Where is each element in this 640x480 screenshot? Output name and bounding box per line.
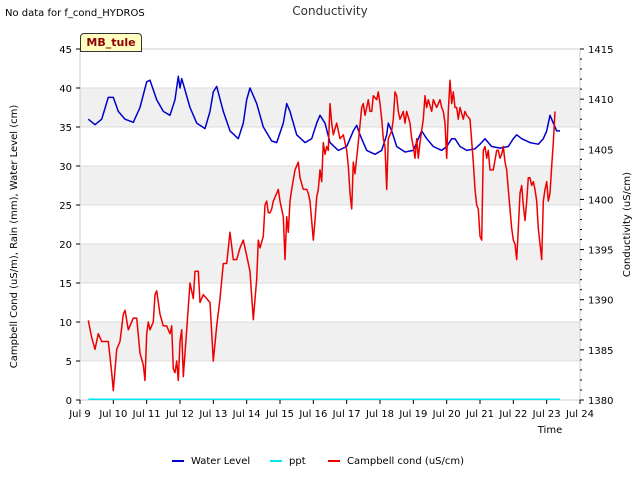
y-tick-label: 10 [59,318,72,329]
y-axis-label-right: Conductivity (uS/cm) [622,172,633,277]
right-tick-label: 1385 [588,346,613,357]
plot-frame [79,48,581,401]
x-tick-label: Jul 19 [398,409,427,420]
site-badge: MB_tule [80,33,142,52]
y-tick-label: 35 [59,123,72,134]
y-tick-label: 30 [59,162,72,173]
right-tick-label: 1410 [588,95,613,106]
y-tick-label: 0 [66,396,72,407]
right-tick-label: 1395 [588,246,613,257]
legend-label: Campbell cond (uS/cm) [347,456,464,467]
series-line-0 [87,75,560,156]
right-tick-label: 1415 [588,45,613,56]
series-line-2 [87,79,556,392]
plot-band [80,361,580,400]
x-tick-label: Jul 13 [198,409,227,420]
x-tick-label: Jul 12 [165,409,194,420]
legend-label: Water Level [191,456,250,467]
plot-band [80,283,580,322]
legend-label: ppt [289,456,306,467]
x-tick-label: Jul 16 [298,409,327,420]
y-tick-label: 40 [59,84,72,95]
x-tick-label: Jul 20 [432,409,461,420]
x-tick-label: Jul 22 [498,409,527,420]
x-tick-label: Jul 10 [98,409,127,420]
x-tick-label: Jul 15 [265,409,294,420]
x-tick-label: Jul 11 [132,409,161,420]
plot-band [80,166,580,205]
plot-band [80,127,580,166]
x-tick-label: Jul 18 [365,409,394,420]
no-data-note: No data for f_cond_HYDROS [5,8,145,19]
plot-band [80,322,580,361]
plot-band [80,205,580,244]
right-tick-label: 1380 [588,396,613,407]
y-tick-label: 45 [59,45,72,56]
plot-band [80,49,580,88]
y-tick-label: 15 [59,279,72,290]
right-tick-label: 1390 [588,296,613,307]
y-tick-label: 20 [59,240,72,251]
chart-title: Conductivity [292,4,367,18]
plot-band [80,244,580,283]
x-tick-label: Jul 9 [68,409,91,420]
y-axis-label-left: Campbell Cond (uS/m), Rain (mm), Water L… [9,105,20,369]
x-tick-label: Jul 24 [565,409,594,420]
y-tick-label: 25 [59,201,72,212]
x-tick-label: Jul 23 [532,409,561,420]
right-tick-label: 1405 [588,145,613,156]
x-axis-label: Time [537,425,562,436]
x-tick-label: Jul 17 [332,409,361,420]
x-tick-label: Jul 21 [465,409,494,420]
right-tick-label: 1400 [588,195,613,206]
x-tick-label: Jul 14 [232,409,261,420]
y-tick-label: 5 [66,357,72,368]
